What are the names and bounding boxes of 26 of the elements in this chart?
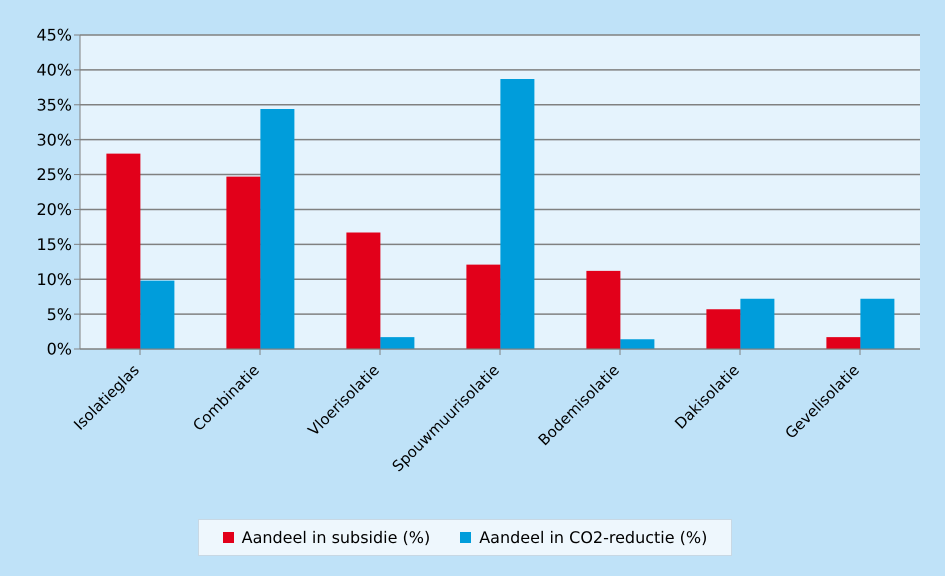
y-tick-label: 25% (36, 165, 72, 184)
bar (140, 280, 174, 349)
bar (706, 309, 740, 349)
bar (620, 339, 654, 349)
y-tick-label: 40% (36, 60, 72, 80)
legend-label: Aandeel in subsidie (%) (240, 528, 430, 547)
bar (500, 78, 534, 349)
y-tick-label: 35% (36, 95, 72, 114)
y-tick-label: 5% (46, 304, 72, 324)
y-tick-label: 45% (36, 26, 72, 45)
y-tick-label: 30% (36, 130, 72, 150)
bar (380, 337, 414, 349)
legend-label: Aandeel in CO2-reductie (%) (478, 528, 708, 547)
bar (466, 264, 500, 349)
bar (346, 232, 380, 349)
y-tick-label: 20% (36, 200, 72, 220)
y-tick-label: 0% (46, 340, 72, 359)
bar (860, 298, 894, 349)
y-tick-label: 15% (36, 235, 72, 254)
bar (106, 154, 140, 349)
bar (740, 298, 774, 349)
bar (826, 337, 860, 349)
y-tick-label: 10% (36, 270, 72, 289)
bar (260, 108, 294, 349)
bar (226, 176, 260, 349)
bar (586, 270, 620, 349)
